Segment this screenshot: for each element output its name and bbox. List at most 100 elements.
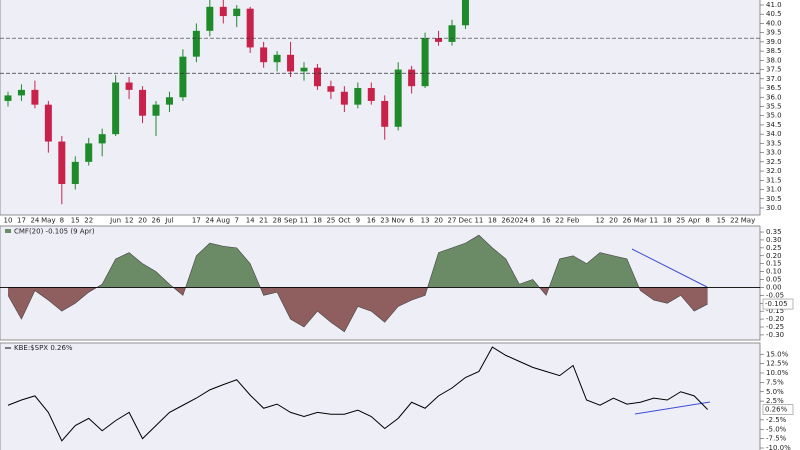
y-tick-label: 40.5 bbox=[766, 10, 782, 18]
x-tick-label: Jul bbox=[164, 217, 174, 225]
candle-body bbox=[354, 88, 362, 105]
x-tick-label: 8 bbox=[530, 217, 534, 225]
x-tick-label: 27 bbox=[448, 217, 457, 225]
x-tick-label: 25 bbox=[326, 217, 335, 225]
x-tick-label: 18 bbox=[663, 217, 672, 225]
cmf-area-negative bbox=[8, 287, 708, 332]
candle-body bbox=[165, 97, 173, 105]
cmf-trendline bbox=[631, 248, 708, 288]
y-tick-label: 37.5 bbox=[766, 66, 782, 74]
x-tick-label: 14 bbox=[246, 217, 255, 225]
cmf-line bbox=[7, 234, 708, 333]
x-tick-label: May bbox=[741, 217, 755, 225]
candle-body bbox=[300, 67, 308, 72]
x-tick-label: 22 bbox=[84, 217, 93, 225]
x-tick-label: 24 bbox=[205, 217, 214, 225]
candle-body bbox=[246, 8, 254, 48]
y-tick-label: 0.30 bbox=[766, 236, 782, 244]
y-tick-label: 0.10 bbox=[766, 268, 782, 276]
x-tick-label: 12 bbox=[596, 217, 605, 225]
y-tick-label: 32.0 bbox=[766, 167, 782, 175]
y-tick-label: 0.20 bbox=[766, 252, 782, 260]
x-tick-label: 11 bbox=[649, 217, 658, 225]
y-tick-label: 35.5 bbox=[766, 102, 782, 110]
cmf-icon bbox=[5, 229, 11, 233]
candle-body bbox=[125, 82, 133, 90]
y-tick-label: 2.5% bbox=[766, 397, 784, 405]
x-tick-label: 26 bbox=[501, 217, 510, 225]
y-tick-label: 0.00 bbox=[766, 283, 782, 291]
candle-body bbox=[394, 69, 402, 127]
y-tick-label: -0.15 bbox=[766, 307, 784, 315]
x-tick-label: 12 bbox=[125, 217, 134, 225]
x-tick-label: 2024 bbox=[510, 217, 528, 225]
y-tick-label: 34.0 bbox=[766, 130, 782, 138]
candle-body bbox=[260, 47, 268, 63]
x-tick-label: Nov bbox=[391, 217, 405, 225]
x-tick-label: 23 bbox=[380, 217, 389, 225]
y-tick-label: 36.5 bbox=[766, 84, 782, 92]
y-tick-label: -0.30 bbox=[766, 331, 784, 339]
candle-body bbox=[233, 8, 241, 17]
cmf-title: CMF(20) -0.105 (9 Apr) bbox=[14, 228, 95, 236]
x-tick-label: 17 bbox=[17, 217, 26, 225]
candle-body bbox=[206, 6, 214, 31]
x-tick-label: 15 bbox=[71, 217, 80, 225]
x-tick-label: Mar bbox=[634, 217, 647, 225]
y-tick-label: -0.05 bbox=[766, 291, 784, 299]
x-tick-label: Feb bbox=[567, 217, 580, 225]
current-value-label: 0.26% bbox=[765, 406, 788, 414]
x-tick-label: 24 bbox=[30, 217, 39, 225]
y-tick-label: 12.5% bbox=[766, 360, 789, 368]
x-tick-label: 9 bbox=[356, 217, 360, 225]
y-tick-label: -0.25 bbox=[766, 323, 784, 331]
current-value-box bbox=[762, 298, 794, 310]
y-tick-label: -0.20 bbox=[766, 315, 784, 323]
x-tick-label: Oct bbox=[338, 217, 350, 225]
x-tick-label: 18 bbox=[488, 217, 497, 225]
x-tick-label: 22 bbox=[730, 217, 739, 225]
x-tick-label: 16 bbox=[367, 217, 376, 225]
candle-body bbox=[71, 161, 79, 184]
y-tick-label: 0.25 bbox=[766, 244, 782, 252]
y-tick-label: -10.0% bbox=[766, 444, 791, 450]
ratio-line bbox=[7, 346, 708, 442]
x-tick-label: May bbox=[41, 217, 55, 225]
ratio-panel bbox=[0, 342, 761, 450]
y-tick-label: -7.5% bbox=[766, 435, 787, 443]
y-tick-label: 38.5 bbox=[766, 47, 782, 55]
x-tick-label: 17 bbox=[192, 217, 201, 225]
y-tick-label: 38.0 bbox=[766, 56, 782, 64]
y-tick-label: 39.0 bbox=[766, 38, 782, 46]
candle-body bbox=[139, 89, 147, 116]
y-tick-label: 33.5 bbox=[766, 139, 782, 147]
candle-body bbox=[461, 0, 469, 26]
y-tick-label: 39.5 bbox=[766, 29, 782, 37]
candle-body bbox=[408, 69, 416, 87]
y-tick-label: 5.0% bbox=[766, 388, 784, 396]
y-tick-label: 15.0% bbox=[766, 350, 789, 358]
candle-body bbox=[340, 91, 348, 105]
y-tick-label: 30.0 bbox=[766, 204, 782, 212]
y-tick-label: 31.0 bbox=[766, 186, 782, 194]
ratio-title: KBE:$SPX 0.26% bbox=[14, 344, 73, 352]
x-tick-label: 10 bbox=[4, 217, 13, 225]
candle-body bbox=[58, 141, 66, 184]
y-tick-label: 40.0 bbox=[766, 19, 782, 27]
candle-body bbox=[179, 56, 187, 98]
x-tick-label: Jun bbox=[109, 217, 121, 225]
y-tick-label: 31.5 bbox=[766, 176, 782, 184]
cmf-area-positive bbox=[8, 235, 708, 288]
x-tick-label: 7 bbox=[234, 217, 238, 225]
candle-body bbox=[381, 100, 389, 127]
x-tick-label: 20 bbox=[138, 217, 147, 225]
candle-body bbox=[31, 89, 39, 105]
candles bbox=[4, 0, 469, 205]
y-tick-label: 0.15 bbox=[766, 260, 782, 268]
y-tick-label: 35.0 bbox=[766, 112, 782, 120]
y-tick-label: 30.5 bbox=[766, 195, 782, 203]
y-tick-label: 0.05 bbox=[766, 276, 782, 284]
x-tick-label: 22 bbox=[555, 217, 564, 225]
